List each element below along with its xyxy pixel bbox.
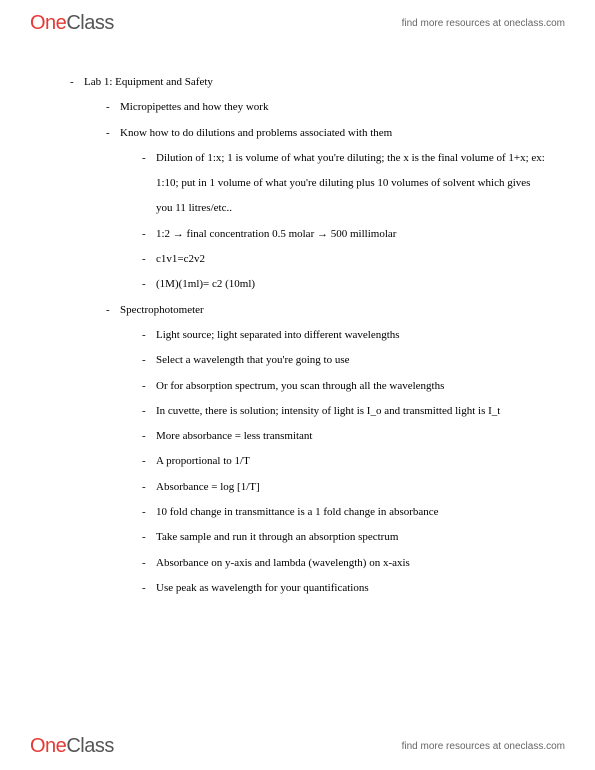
list-item: -Or for absorption spectrum, you scan th… xyxy=(70,374,545,399)
list-item: -A proportional to 1/T xyxy=(70,449,545,474)
bullet-icon: - xyxy=(142,247,156,272)
bullet-icon: - xyxy=(106,298,120,323)
item-text: Absorbance = log [1/T] xyxy=(156,475,545,500)
item-text: Spectrophotometer xyxy=(120,298,545,323)
bullet-icon: - xyxy=(142,424,156,449)
list-item: -Select a wavelength that you're going t… xyxy=(70,348,545,373)
item-text: Know how to do dilutions and problems as… xyxy=(120,121,545,146)
brand-logo: OneClass xyxy=(30,12,114,35)
list-item: -Take sample and run it through an absor… xyxy=(70,525,545,550)
item-text: Absorbance on y-axis and lambda (wavelen… xyxy=(156,551,545,576)
item-text: Micropipettes and how they work xyxy=(120,95,545,120)
bullet-icon: - xyxy=(142,525,156,550)
list-item: -Light source; light separated into diff… xyxy=(70,323,545,348)
page-footer: OneClass find more resources at oneclass… xyxy=(0,735,595,758)
list-item: -Lab 1: Equipment and Safety xyxy=(70,70,545,95)
list-item: -Absorbance = log [1/T] xyxy=(70,475,545,500)
bullet-icon: - xyxy=(142,576,156,601)
bullet-icon: - xyxy=(142,475,156,500)
bullet-icon: - xyxy=(142,222,156,247)
item-text: Lab 1: Equipment and Safety xyxy=(84,70,545,95)
list-item: -Dilution of 1:x; 1 is volume of what yo… xyxy=(70,146,545,222)
brand-part2: Class xyxy=(66,735,114,758)
footer-tagline[interactable]: find more resources at oneclass.com xyxy=(402,741,565,752)
list-item: -Use peak as wavelength for your quantif… xyxy=(70,576,545,601)
list-item: -Spectrophotometer xyxy=(70,298,545,323)
brand-logo: OneClass xyxy=(30,735,114,758)
header-tagline[interactable]: find more resources at oneclass.com xyxy=(402,18,565,29)
list-item: -(1M)(1ml)= c2 (10ml) xyxy=(70,272,545,297)
item-text: (1M)(1ml)= c2 (10ml) xyxy=(156,272,545,297)
brand-part1: One xyxy=(30,735,66,758)
bullet-icon: - xyxy=(142,272,156,297)
item-text: Use peak as wavelength for your quantifi… xyxy=(156,576,545,601)
bullet-icon: - xyxy=(142,449,156,474)
item-text: Light source; light separated into diffe… xyxy=(156,323,545,348)
item-text: More absorbance = less transmitant xyxy=(156,424,545,449)
list-item: -c1v1=c2v2 xyxy=(70,247,545,272)
item-text: Dilution of 1:x; 1 is volume of what you… xyxy=(156,146,545,222)
brand-part2: Class xyxy=(66,12,114,35)
item-text: c1v1=c2v2 xyxy=(156,247,545,272)
notes-content: -Lab 1: Equipment and Safety -Micropipet… xyxy=(70,70,545,601)
bullet-icon: - xyxy=(142,146,156,222)
bullet-icon: - xyxy=(106,95,120,120)
brand-part1: One xyxy=(30,12,66,35)
item-text: In cuvette, there is solution; intensity… xyxy=(156,399,545,424)
item-text: Select a wavelength that you're going to… xyxy=(156,348,545,373)
list-item: -10 fold change in transmittance is a 1 … xyxy=(70,500,545,525)
bullet-icon: - xyxy=(142,323,156,348)
item-text: Or for absorption spectrum, you scan thr… xyxy=(156,374,545,399)
page-header: OneClass find more resources at oneclass… xyxy=(0,12,595,35)
item-text: Take sample and run it through an absorp… xyxy=(156,525,545,550)
list-item: -Absorbance on y-axis and lambda (wavele… xyxy=(70,551,545,576)
bullet-icon: - xyxy=(70,70,84,95)
item-text: 10 fold change in transmittance is a 1 f… xyxy=(156,500,545,525)
item-text: 1:2 → final concentration 0.5 molar → 50… xyxy=(156,222,545,247)
bullet-icon: - xyxy=(142,374,156,399)
list-item: -Micropipettes and how they work xyxy=(70,95,545,120)
list-item: -1:2 → final concentration 0.5 molar → 5… xyxy=(70,222,545,247)
item-text: A proportional to 1/T xyxy=(156,449,545,474)
list-item: -In cuvette, there is solution; intensit… xyxy=(70,399,545,424)
list-item: -Know how to do dilutions and problems a… xyxy=(70,121,545,146)
bullet-icon: - xyxy=(106,121,120,146)
list-item: -More absorbance = less transmitant xyxy=(70,424,545,449)
bullet-icon: - xyxy=(142,399,156,424)
bullet-icon: - xyxy=(142,551,156,576)
bullet-icon: - xyxy=(142,348,156,373)
bullet-icon: - xyxy=(142,500,156,525)
